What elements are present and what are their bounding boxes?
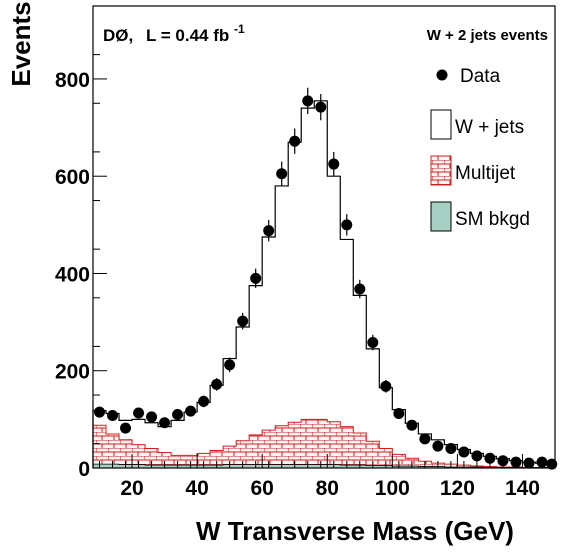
data-point — [328, 158, 340, 170]
legend-label-w-jets: W + jets — [455, 117, 524, 138]
x-tick-label: 80 — [316, 477, 339, 500]
data-point — [289, 135, 301, 147]
data-point — [393, 408, 405, 420]
multijet-outline — [92, 418, 556, 469]
data-point — [315, 101, 327, 113]
y-tick-label: 0 — [78, 458, 90, 481]
y-tick-label: 200 — [55, 361, 90, 384]
data-point — [107, 409, 119, 421]
data-point — [302, 95, 314, 107]
y-axis-label: Events — [6, 1, 36, 86]
x-tick-label: 100 — [375, 477, 410, 500]
legend-marker-multijet — [430, 155, 452, 186]
plot-area: 0 200 400 600 800 20 40 60 80 100 120 140 — [55, 5, 558, 500]
data-point — [120, 422, 132, 434]
data-point — [211, 378, 223, 390]
data-point — [354, 283, 366, 295]
x-tick-label: 60 — [251, 477, 274, 500]
data-point — [198, 395, 210, 407]
data-point — [432, 440, 444, 452]
data-point — [484, 452, 496, 464]
w-jets-histogram — [92, 100, 556, 468]
plot-background — [93, 6, 555, 468]
data-point — [458, 446, 470, 458]
data-point — [133, 407, 145, 419]
data-point — [419, 433, 431, 445]
data-point — [367, 337, 379, 349]
legend-marker-data — [436, 69, 448, 81]
data-point — [146, 411, 158, 423]
data-point — [471, 450, 483, 462]
y-tick-label: 800 — [55, 69, 90, 92]
x-tick-label: 120 — [440, 477, 475, 500]
legend-label-multijet: Multijet — [455, 163, 516, 184]
data-point — [380, 380, 392, 392]
data-point — [406, 419, 418, 431]
experiment-label: DØ, L = 0.44 fb -1 — [103, 22, 245, 45]
data-point — [94, 406, 106, 418]
y-tick-label: 400 — [55, 263, 90, 286]
data-point — [497, 455, 509, 467]
legend-marker-w-jets — [430, 109, 452, 140]
plot-frame — [92, 5, 556, 469]
multijet-area — [93, 419, 555, 468]
data-point — [159, 417, 171, 429]
experiment-name: DØ, — [103, 26, 133, 45]
legend-label-data: Data — [460, 66, 501, 87]
data-point — [263, 225, 275, 237]
event-selection-label: W + 2 jets events — [427, 27, 548, 44]
legend-label-sm-bkgd: SM bkgd — [455, 209, 530, 230]
data-point — [276, 168, 288, 180]
data-point — [250, 272, 262, 284]
x-tick-label: 20 — [120, 477, 143, 500]
luminosity-exponent: -1 — [234, 22, 245, 36]
data-point — [237, 315, 249, 327]
x-tick-label: 40 — [185, 477, 208, 500]
legend: Data W + jets Multijet SM bkgd — [430, 66, 530, 232]
data-point — [445, 443, 457, 455]
y-tick-label: 600 — [55, 166, 90, 189]
x-tick-label: 140 — [505, 477, 540, 500]
luminosity-label: L = 0.44 fb — [146, 26, 229, 45]
x-axis-label: W Transverse Mass (GeV) — [196, 516, 514, 546]
data-point — [341, 219, 353, 231]
data-point — [224, 359, 236, 371]
data-point — [172, 409, 184, 421]
data-point — [185, 405, 197, 417]
legend-marker-sm-bkgd — [430, 201, 452, 232]
